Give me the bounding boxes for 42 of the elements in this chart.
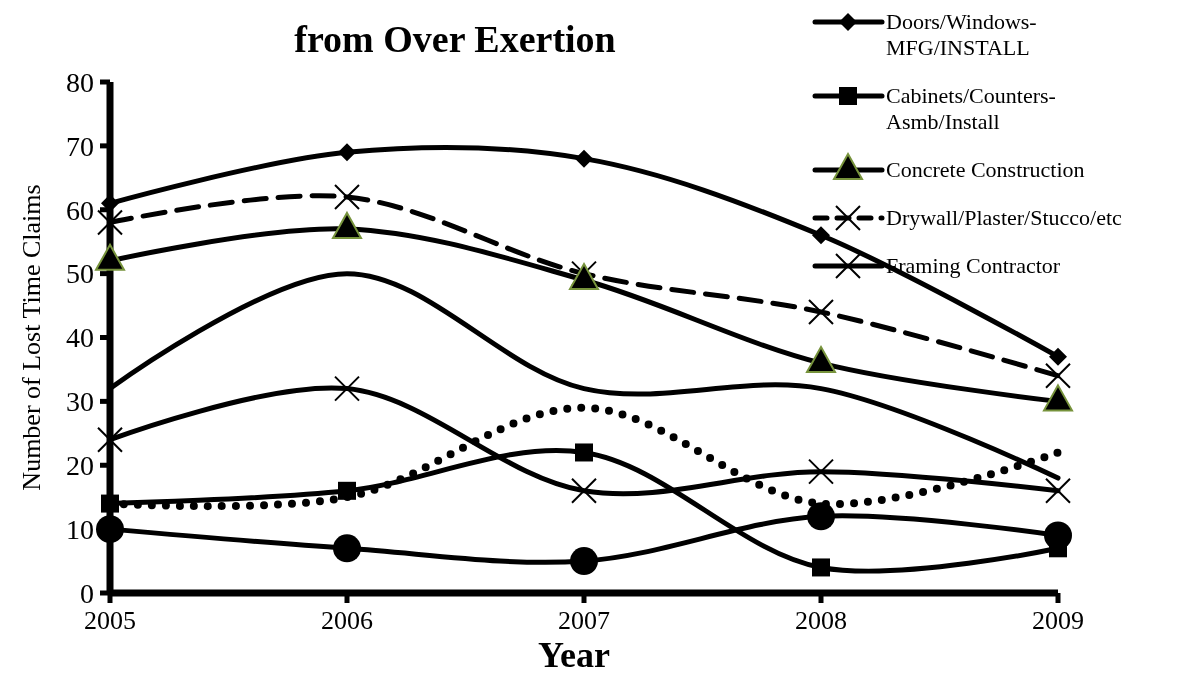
point <box>1045 362 1071 389</box>
point <box>807 502 835 531</box>
point <box>334 375 360 402</box>
legend-label: Cabinets/Counters-Asmb/Install <box>886 83 1056 134</box>
point <box>575 149 593 168</box>
chart-title: from Over Exertion <box>294 18 616 60</box>
point <box>338 481 356 500</box>
y-tick-label: 70 <box>66 130 94 162</box>
point <box>812 226 830 245</box>
point <box>96 515 124 544</box>
x-tick-label: 2005 <box>84 606 136 635</box>
legend-label: Doors/Windows-MFG/INSTALL <box>886 9 1037 60</box>
y-tick-label: 10 <box>66 513 94 545</box>
x-tick-label: 2007 <box>558 606 610 635</box>
y-tick-label: 60 <box>66 194 94 226</box>
x-tick-label: 2008 <box>795 606 847 635</box>
y-tick-label: 20 <box>66 450 94 482</box>
legend-label: Concrete Construction <box>886 157 1085 182</box>
point <box>808 298 834 325</box>
y-axis-title: Number of Lost Time Claims <box>17 184 46 491</box>
point <box>808 458 834 485</box>
y-tick-label: 30 <box>66 386 94 418</box>
x-tick-label: 2009 <box>1032 606 1084 635</box>
point <box>1049 347 1067 366</box>
point <box>571 477 597 504</box>
legend-label: Drywall/Plaster/Stucco/etc <box>886 205 1123 230</box>
y-tick-label: 80 <box>66 66 94 98</box>
point <box>97 209 123 236</box>
x-axis-title: Year <box>538 635 610 675</box>
y-tick-label: 40 <box>66 322 94 354</box>
point <box>570 547 598 576</box>
y-tick-label: 0 <box>80 577 94 609</box>
point <box>101 494 119 513</box>
point <box>334 183 360 210</box>
point <box>575 443 593 462</box>
point <box>333 534 361 563</box>
point <box>812 558 830 577</box>
y-tick-label: 50 <box>66 258 94 290</box>
point <box>338 143 356 162</box>
point <box>1045 477 1071 504</box>
x-tick-label: 2006 <box>321 606 373 635</box>
point <box>97 426 123 453</box>
